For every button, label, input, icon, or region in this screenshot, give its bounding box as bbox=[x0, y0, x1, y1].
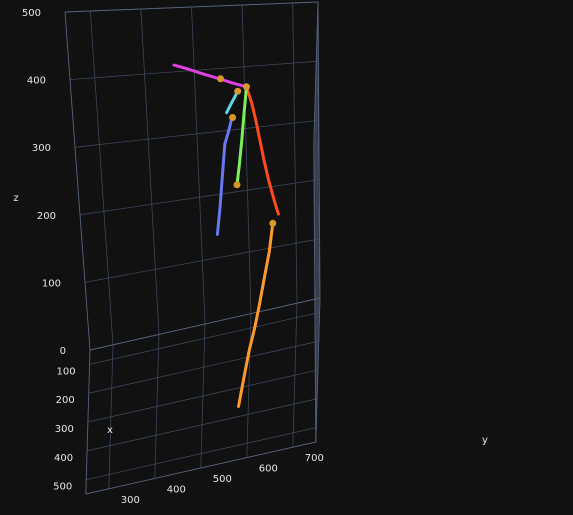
grid-line bbox=[315, 73, 319, 371]
y-tick-label: 400 bbox=[167, 484, 186, 495]
box-edge bbox=[64, 11, 91, 351]
y-tick-label: 700 bbox=[305, 453, 324, 464]
box-edge bbox=[89, 297, 321, 351]
tick-labels: 0 100 200 300 400 500 100 200 300 400 500 300 400 500… bbox=[22, 8, 324, 506]
grid-lines bbox=[64, 1, 321, 489]
z-tick-label: 0 bbox=[60, 346, 66, 357]
grid-line bbox=[89, 10, 114, 345]
axis-box-edges bbox=[64, 1, 321, 495]
x-tick-label: 100 bbox=[57, 366, 76, 377]
x-tick-label: 400 bbox=[54, 453, 73, 464]
grid-line bbox=[154, 334, 160, 479]
z-tick-label: 300 bbox=[32, 143, 51, 154]
grid-line bbox=[316, 45, 320, 342]
grid-line bbox=[191, 6, 206, 325]
y-tick-label: 500 bbox=[213, 474, 232, 485]
z-tick-label: 400 bbox=[27, 76, 46, 87]
y-axis-title: y bbox=[482, 435, 488, 446]
trace-1[interactable] bbox=[245, 85, 280, 216]
node-marker-5[interactable] bbox=[269, 219, 277, 227]
box-edge bbox=[64, 1, 319, 13]
box-edge bbox=[85, 441, 316, 495]
x-tick-label: 200 bbox=[56, 395, 75, 406]
y-tick-label: 300 bbox=[121, 495, 140, 506]
grid-line bbox=[317, 16, 320, 313]
grid-line bbox=[292, 303, 298, 448]
grid-line bbox=[140, 8, 160, 335]
node-marker-2[interactable] bbox=[234, 87, 242, 95]
box-edge bbox=[313, 145, 317, 443]
trace-5[interactable] bbox=[237, 221, 275, 408]
grid-line bbox=[108, 344, 114, 489]
y-tick-label: 600 bbox=[259, 464, 278, 475]
node-marker-3[interactable] bbox=[229, 114, 237, 121]
grid-line bbox=[246, 313, 252, 458]
data-traces bbox=[172, 63, 280, 408]
z-tick-label: 100 bbox=[42, 278, 61, 289]
box-edge bbox=[315, 297, 321, 443]
node-marker-0[interactable] bbox=[243, 83, 250, 91]
trace-2[interactable] bbox=[235, 85, 248, 187]
box-edge bbox=[317, 1, 321, 299]
grid-line bbox=[292, 2, 298, 304]
box-edge bbox=[313, 1, 319, 147]
x-axis-title: x bbox=[107, 425, 113, 436]
grid-line bbox=[241, 4, 252, 314]
z-tick-label: 200 bbox=[37, 211, 56, 222]
x-tick-label: 300 bbox=[55, 424, 74, 435]
grid-line bbox=[313, 131, 317, 428]
x-tick-label: 500 bbox=[53, 482, 72, 493]
grid-line bbox=[200, 323, 206, 469]
z-tick-label: 500 bbox=[22, 8, 41, 19]
box-edge bbox=[85, 349, 91, 495]
trace-4[interactable] bbox=[215, 117, 234, 236]
grid-line bbox=[314, 102, 318, 399]
node-marker-1[interactable] bbox=[217, 75, 224, 83]
trace-3[interactable] bbox=[225, 91, 239, 115]
node-marker-4[interactable] bbox=[233, 181, 241, 189]
trace-0[interactable] bbox=[172, 63, 248, 89]
z-axis-title: z bbox=[13, 193, 18, 204]
